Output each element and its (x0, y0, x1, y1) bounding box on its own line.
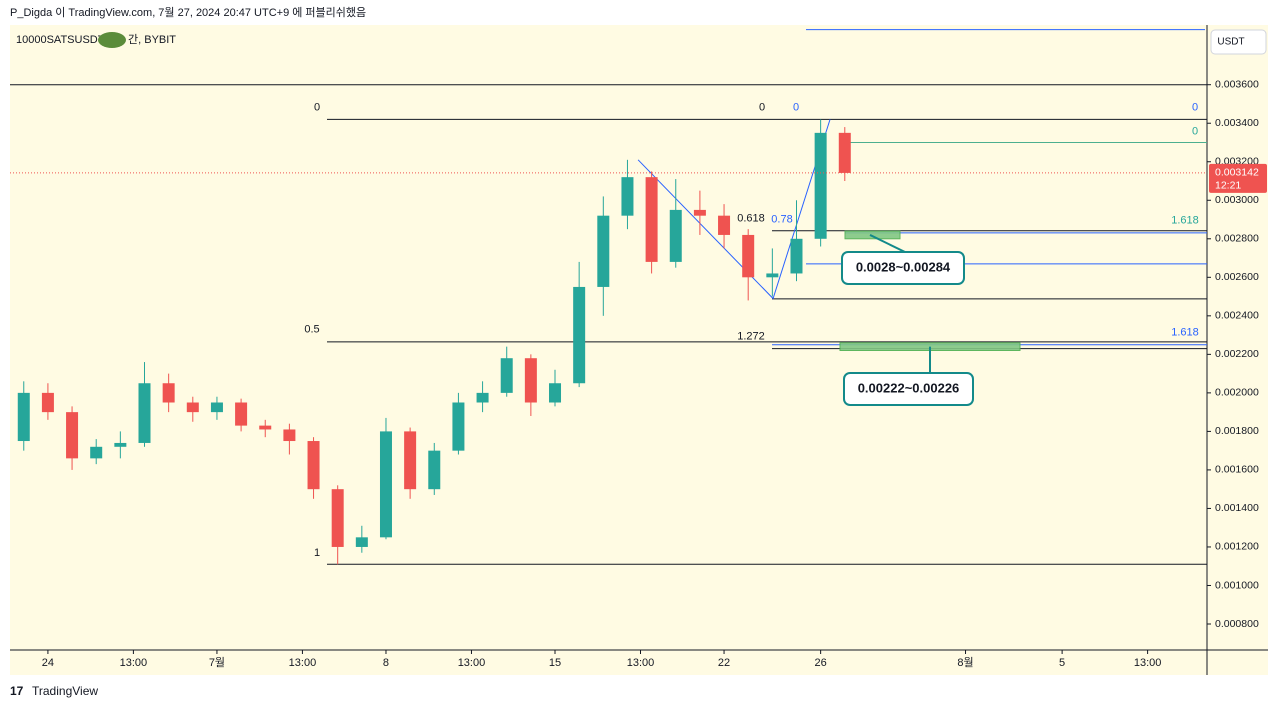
candle-body (814, 132, 827, 239)
x-tick-label: 22 (718, 657, 730, 669)
candle-body (766, 273, 779, 278)
currency-button[interactable] (1210, 29, 1267, 55)
y-tick-label: 0.002000 (1215, 387, 1259, 399)
candle-body (355, 537, 368, 547)
zigzag (637, 119, 831, 300)
x-tick-label: 15 (549, 657, 561, 669)
candle-body (500, 358, 513, 393)
candle-body (283, 429, 296, 442)
candle-body (66, 412, 79, 459)
candle-body (379, 431, 392, 538)
candle-body (428, 450, 441, 490)
candle-body (210, 402, 223, 413)
level-label: 0 (314, 101, 320, 113)
x-tick-label: 13:00 (120, 657, 148, 669)
x-tick-label: 7월 (209, 656, 225, 669)
candle-body (186, 402, 199, 413)
callout-box (841, 251, 965, 285)
y-tick-label: 0.001800 (1215, 425, 1259, 437)
countdown: 12:21 (1215, 180, 1241, 192)
level-label: 0 (793, 101, 799, 113)
y-tick-label: 0.001400 (1215, 502, 1259, 514)
level-label: 0 (759, 101, 765, 113)
y-tick-label: 0.002800 (1215, 233, 1259, 245)
x-tick-label: 13:00 (1134, 657, 1162, 669)
candle-body (404, 431, 417, 490)
candle-body (573, 286, 586, 384)
candle-body (41, 392, 54, 413)
y-tick-label: 0.002200 (1215, 348, 1259, 360)
callout-text: 0.00222~0.00226 (858, 380, 960, 395)
y-tick-label: 0.001600 (1215, 464, 1259, 476)
candle-body (259, 425, 272, 430)
y-tick-label: 0.002400 (1215, 310, 1259, 322)
x-tick-label: 26 (815, 657, 827, 669)
level-label: 0 (1192, 101, 1198, 113)
x-tick-label: 5 (1059, 657, 1065, 669)
x-tick-label: 8월 (957, 656, 973, 669)
candle-body (331, 489, 344, 547)
currency[interactable]: USDT (1217, 37, 1244, 48)
x-tick-label: 13:00 (627, 657, 655, 669)
candle-body (162, 383, 175, 403)
callout-box (843, 372, 974, 406)
y-tick-label: 0.000800 (1215, 618, 1259, 630)
candle-body (693, 209, 706, 216)
candle-body (790, 238, 803, 274)
last-price-label: 0.003142 (1215, 167, 1259, 179)
last-price-box (1209, 163, 1267, 193)
y-tick-label: 0.002600 (1215, 271, 1259, 283)
zone (844, 230, 901, 240)
candle-body (17, 392, 30, 442)
candle-body (718, 215, 731, 235)
level-label: 0 (1192, 125, 1198, 137)
candle-body (452, 402, 465, 451)
level-label: 0.78 (771, 214, 792, 226)
candle-body (476, 392, 489, 403)
logo: 17 (10, 684, 24, 698)
candle-body (597, 215, 610, 287)
y-tick-label: 0.003000 (1215, 194, 1259, 206)
level-label: 1.618 (1171, 327, 1199, 339)
x-tick-label: 13:00 (289, 657, 317, 669)
symbol: 10000SATSUSDT (16, 34, 105, 46)
candle-body (645, 177, 658, 262)
callout-pointer (869, 234, 906, 253)
y-tick-label: 0.003400 (1215, 117, 1259, 129)
candle-body (307, 441, 320, 490)
candle-body (90, 446, 103, 459)
level-label: 1.618 (1171, 215, 1199, 227)
level-label: 1.272 (737, 331, 765, 343)
candle-body (742, 234, 755, 278)
candle-body (524, 358, 537, 403)
y-tick-label: 0.003600 (1215, 78, 1259, 90)
level-label: 1 (314, 547, 320, 559)
candle-body (669, 209, 682, 262)
level-label: 0.5 (304, 324, 319, 336)
level-label: 0.618 (737, 213, 765, 225)
y-tick-label: 0.001200 (1215, 541, 1259, 553)
plot-bg (10, 25, 1207, 650)
callout-text: 0.0028~0.00284 (856, 259, 951, 274)
y-tick-label: 0.001000 (1215, 579, 1259, 591)
footer: TradingView (32, 684, 98, 698)
price-axis-bg (1207, 25, 1268, 675)
time-axis-bg (10, 650, 1207, 675)
candle-body (138, 383, 151, 443)
x-tick-label: 8 (383, 657, 389, 669)
candle-body (621, 177, 634, 216)
candle-body (838, 132, 851, 173)
x-tick-label: 24 (42, 657, 54, 669)
icon (98, 32, 126, 48)
candle-body (235, 402, 248, 426)
symbol-suffix: 간, BYBIT (128, 33, 176, 46)
candle-body (549, 383, 562, 403)
candle-body (114, 442, 127, 447)
x-tick-label: 13:00 (458, 657, 486, 669)
header-title: P_Digda 이 TradingView.com, 7월 27, 2024 2… (10, 6, 366, 19)
